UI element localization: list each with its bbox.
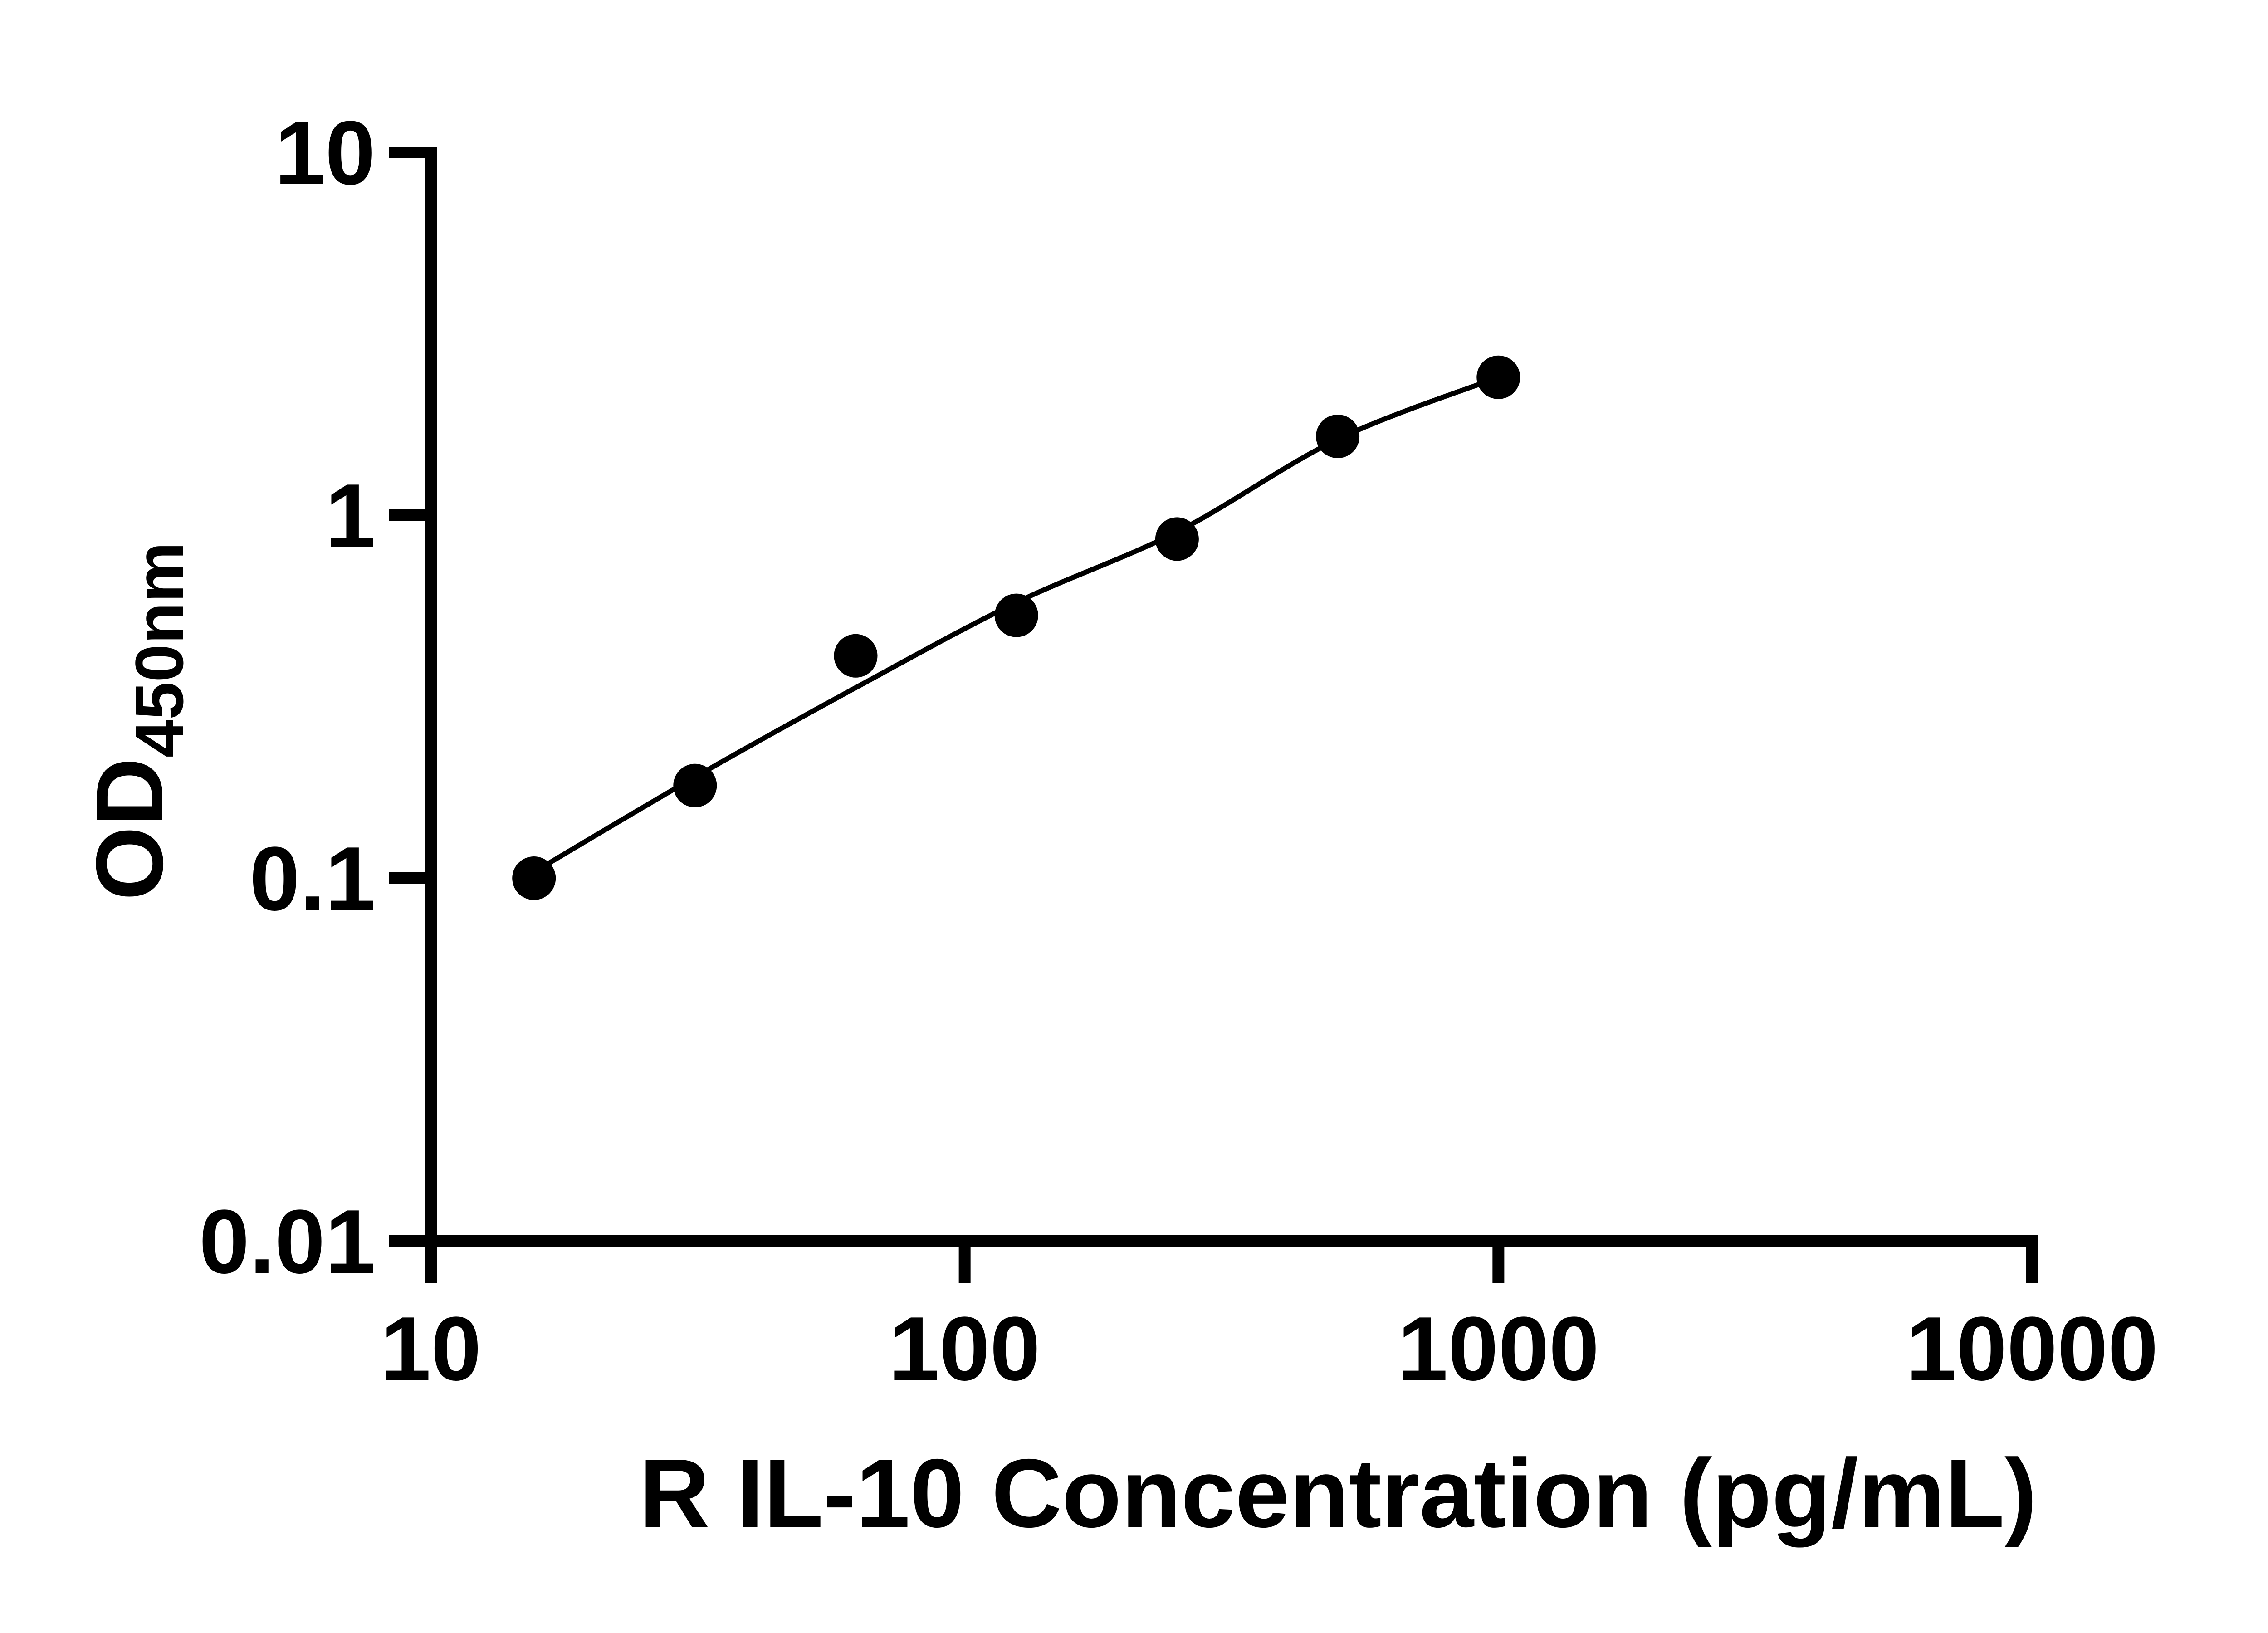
- x-tick-label: 1000: [1398, 1298, 1599, 1399]
- y-tick-label: 1: [325, 465, 376, 567]
- y-axis-title-main: OD: [76, 758, 183, 900]
- y-axis-title: OD450nm: [76, 542, 197, 900]
- data-point: [1155, 517, 1199, 561]
- data-point: [673, 763, 717, 807]
- y-tick-label: 10: [275, 103, 376, 204]
- data-points-group: [512, 355, 1520, 900]
- x-axis-title: R IL-10 Concentration (pg/mL): [639, 1438, 2037, 1548]
- data-point: [1476, 355, 1520, 399]
- y-tick-label: 0.1: [249, 828, 376, 929]
- x-tick-label: 100: [889, 1298, 1041, 1399]
- data-point: [1316, 415, 1360, 458]
- axes: [389, 147, 2038, 1283]
- x-tick-label: 10: [381, 1298, 481, 1399]
- data-point: [834, 634, 878, 678]
- data-point: [994, 593, 1038, 637]
- y-axis-title-subscript: 450nm: [121, 542, 197, 758]
- data-point: [512, 856, 556, 900]
- x-tick-label: 10000: [1906, 1298, 2158, 1399]
- y-tick-label: 0.01: [199, 1191, 376, 1292]
